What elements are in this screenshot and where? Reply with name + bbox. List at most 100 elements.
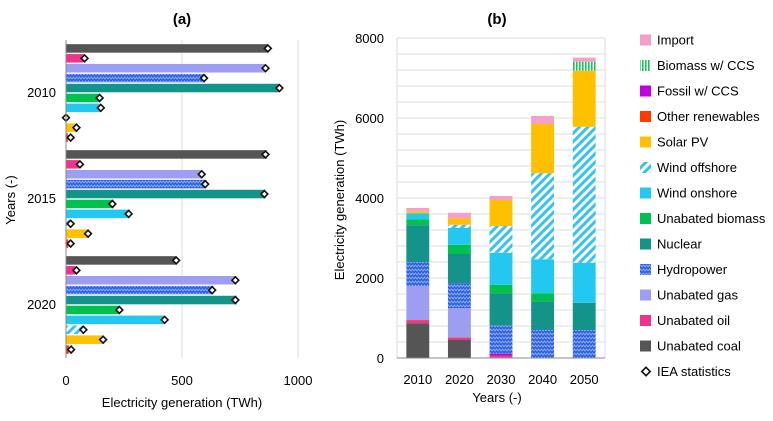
legend: Import Biomass w/ CCS Fossil w/ CCS Other r…	[640, 33, 766, 379]
bar-a-2015-solar-pv	[66, 229, 90, 238]
bar-b-2040-wind-offshore	[531, 173, 555, 260]
bar-b-2040-solar-pv	[531, 124, 555, 174]
legend-label-biomass: Unabated biomass	[657, 211, 766, 226]
bar-a-2010-hydropower	[66, 73, 206, 83]
bar-b-2020-unabated-biomass	[447, 244, 471, 254]
iea-marker-2010-unabated-coal	[263, 43, 273, 53]
bar-b-2040-nuclear	[531, 301, 555, 330]
bar-a-2010-unabated-oil	[66, 54, 84, 63]
bar-b-2050-wind-onshore	[572, 262, 596, 303]
bar-b-2020-unabated-oil	[447, 338, 471, 340]
panel-a-x-axis-label: Electricity generation (TWh)	[102, 395, 262, 410]
panel-b-y-tick-label: 4000	[355, 191, 384, 206]
panel-b-title: (b)	[487, 11, 506, 28]
bar-b-2030-nuclear	[489, 293, 513, 326]
bar-b-2020-wind-offshore	[447, 224, 471, 228]
bar-b-2010-unabated-oil	[406, 320, 430, 324]
bar-a-2020-nuclear	[66, 295, 237, 305]
iea-marker-2015-other-renewables	[66, 239, 76, 249]
bar-a-2020-unabated-biomass	[66, 305, 120, 315]
legend-swatch-fossil-ccs	[640, 85, 651, 97]
bar-b-2020-nuclear	[447, 254, 471, 284]
iea-marker-2020-unabated-biomass	[114, 305, 124, 315]
panel-a-category-label: 2010	[27, 85, 56, 100]
iea-marker-2010-solar-pv	[71, 123, 81, 133]
iea-marker-2010-hydropower	[199, 73, 209, 83]
bar-a-2015-unabated-coal	[66, 150, 267, 159]
bar-b-2040-wind-onshore	[531, 259, 555, 294]
legend-label-wind-on: Wind onshore	[657, 186, 737, 201]
bar-b-2010-solar-pv	[406, 211, 430, 214]
legend-swatch-import	[640, 34, 651, 46]
legend-swatch-gas	[640, 289, 651, 301]
bar-a-2015-nuclear	[66, 189, 266, 199]
legend-label-import: Import	[657, 33, 694, 48]
iea-marker-2015-unabated-oil	[75, 159, 85, 169]
iea-marker-2020-unabated-gas	[230, 275, 240, 285]
iea-marker-2020-hydropower	[207, 285, 217, 295]
bar-b-2010-nuclear	[406, 225, 430, 262]
panel-b-category-label: 2030	[487, 372, 516, 387]
panel-a-bars	[66, 44, 280, 354]
bar-a-2010-unabated-coal	[66, 44, 268, 53]
bar-a-2015-hydropower	[66, 179, 207, 189]
bar-a-2015-wind-onshore	[66, 209, 130, 219]
panel-b-y-axis-label: Electricity generation (TWh)	[332, 120, 347, 280]
bar-b-2040-hydropower	[531, 330, 555, 358]
bar-b-2050-import	[572, 57, 596, 62]
iea-marker-2020-other-renewables	[66, 345, 76, 355]
iea-statistics-legend-marker	[640, 366, 652, 377]
legend-label-wind-off: Wind offshore	[657, 160, 737, 175]
legend-swatch-wind-off	[640, 162, 651, 173]
iea-marker-2020-nuclear	[230, 295, 240, 305]
panel-b-category-label: 2020	[445, 372, 474, 387]
bar-b-2030-unabated-biomass	[489, 284, 513, 294]
bar-b-2030-wind-onshore	[489, 252, 513, 285]
legend-swatch-wind-on	[640, 187, 651, 199]
panel-b-x-axis-label: Years (-)	[472, 390, 521, 405]
iea-marker-2010-other-renewables	[66, 133, 76, 143]
bar-a-2020-unabated-gas	[66, 275, 237, 285]
bar-b-2030-solar-pv	[489, 200, 513, 226]
panel-b-category-label: 2010	[403, 372, 432, 387]
legend-swatch-oil	[640, 315, 651, 326]
panel-a-title: (a)	[173, 11, 191, 28]
bar-b-2030-unabated-oil	[489, 356, 513, 358]
panel-a-y-axis-label: Years (-)	[3, 175, 18, 224]
panel-b-category-label: 2040	[528, 372, 557, 387]
bar-a-2015-unabated-biomass	[66, 199, 114, 209]
bar-a-2010-wind-onshore	[66, 103, 101, 113]
bar-b-2020-import	[447, 212, 471, 219]
bar-b-2020-unabated-coal	[447, 340, 471, 358]
panel-a-x-tick-label: 500	[171, 373, 193, 388]
bar-a-2010-solar-pv	[66, 123, 78, 132]
legend-label-solar: Solar PV	[657, 135, 709, 150]
panel-a-x-tick-label: 0	[62, 373, 69, 388]
iea-marker-2015-wind-offshore	[66, 219, 76, 229]
legend-label-hydro: Hydropower	[657, 262, 728, 277]
legend-label-iea: IEA statistics	[657, 364, 731, 379]
bar-b-2010-unabated-coal	[406, 323, 430, 358]
panel-b-y-tick-label: 2000	[355, 271, 384, 286]
panel-a-x-tick-label: 1000	[284, 373, 313, 388]
bar-b-2010-unabated-gas	[406, 286, 430, 320]
panel-a: (a) 2010 2015 2020 0 500 1000 Electricity ge…	[3, 11, 312, 410]
panel-b-stacked-bars	[406, 57, 596, 358]
bar-b-2050-solar-pv	[572, 70, 596, 127]
bar-b-2010-import	[406, 208, 430, 212]
panel-b-y-tick-label: 8000	[355, 31, 384, 46]
bar-b-2020-hydropower	[447, 283, 471, 308]
iea-marker-2015-unabated-coal	[260, 149, 271, 159]
bar-a-2020-wind-onshore	[66, 315, 165, 325]
legend-label-gas: Unabated gas	[657, 288, 738, 303]
legend-label-fossil-ccs: Fossil w/ CCS	[657, 84, 739, 99]
iea-marker-2010-unabated-biomass	[95, 93, 105, 103]
iea-marker-2020-wind-onshore	[160, 315, 170, 325]
bar-b-2030-import	[489, 196, 513, 200]
panel-b-category-labels: 2010 2020 2030 2040 2050	[403, 372, 598, 387]
legend-label-other-ren: Other renewables	[657, 109, 760, 124]
bar-a-2010-unabated-gas	[66, 63, 266, 73]
iea-marker-2015-wind-onshore	[124, 209, 134, 219]
bar-a-2015-unabated-oil	[66, 160, 79, 169]
